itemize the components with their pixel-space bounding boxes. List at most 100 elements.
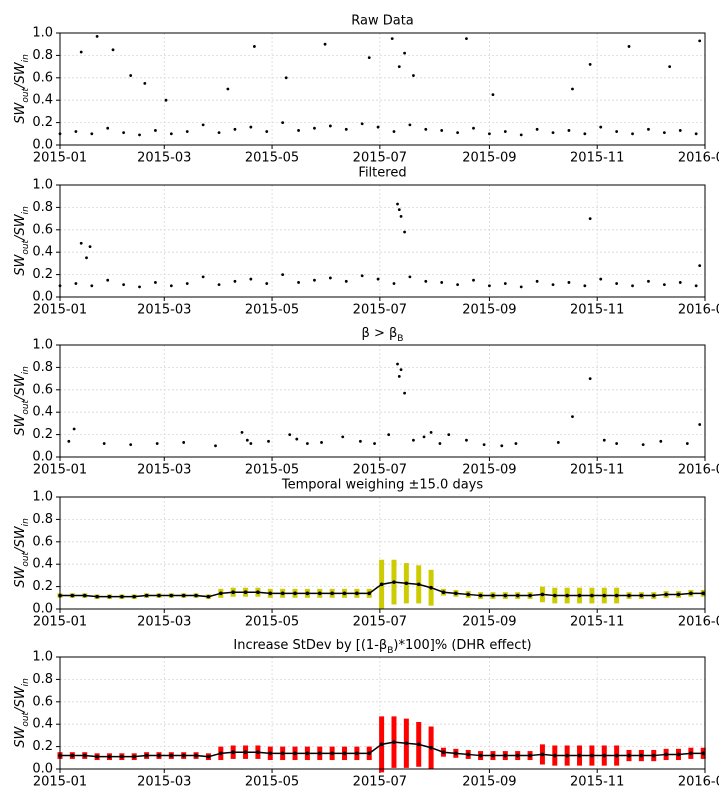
y-tick-label: 1.0 [32,650,53,665]
point [698,264,702,268]
point [295,437,299,441]
point [392,282,396,285]
point [249,442,253,445]
mean-marker [701,591,706,596]
point [514,442,518,445]
point [641,443,645,447]
y-tick-label: 0.6 [32,694,53,709]
ylabel-part: SW [13,566,28,588]
mean-marker [491,593,495,598]
point [344,279,348,283]
plot-frame [59,184,706,298]
title-part: )*100]% (DHR effect) [393,638,531,653]
point [519,285,523,289]
panel-title: Filtered [358,166,406,181]
point [615,282,619,285]
ylabel-sub: in [21,206,31,215]
x-tick-label: 2015-11 [570,303,624,318]
point [503,130,507,133]
mean-marker [540,752,545,757]
point [328,124,332,128]
mean-marker [144,753,149,758]
point [440,281,444,284]
mean-marker [243,590,248,594]
point [465,37,468,40]
y-tick-label: 0.8 [32,200,53,215]
point [106,126,110,130]
y-tick-label: 0.0 [32,290,53,305]
mean-marker [268,591,273,596]
x-tick-label: 2015-11 [570,463,624,478]
point [288,433,292,436]
ylabel-sub: out [21,399,31,414]
point [217,283,221,287]
mean-marker [454,591,458,596]
mean-marker [367,751,372,756]
point [129,74,133,77]
point [185,282,189,285]
mean-marker [664,592,668,597]
y-axis-label: SWout/SWin [13,366,31,436]
mean-marker [132,754,137,759]
point [456,131,460,135]
point [226,87,230,91]
y-tick-label: 0.6 [32,382,53,397]
point [396,362,399,366]
mean-marker [689,751,693,756]
point [412,74,415,77]
mean-marker [243,750,248,754]
mean-marker [206,754,211,759]
point [214,444,217,448]
mean-marker [379,742,384,747]
ylabel-part: /SW [13,685,28,713]
y-axis-label: SWout/SWin [13,54,31,124]
point [252,45,256,48]
mean-marker [565,753,569,758]
point [67,439,71,443]
x-tick-label: 2015-11 [570,151,624,166]
panel: 0.0 0.2 0.4 0.6 0.8 1.0 2015-01 2015-03 2015-05 2… [13,14,719,166]
point [698,39,702,43]
mean-marker [676,752,681,757]
point [359,439,362,443]
title-sub: B [387,646,393,656]
point [583,132,587,136]
point [438,442,442,445]
mean-marker [95,594,99,599]
y-tick-label: 0.2 [32,579,53,594]
y-tick-label: 0.4 [32,245,53,260]
panel: 0.0 0.2 0.4 0.6 0.8 1.0 2015-01 2015-03 2015-05 2… [13,166,719,318]
point [397,374,401,378]
point [698,423,702,426]
y-tick-label: 0.0 [32,762,53,777]
point [111,48,115,52]
point [456,283,460,287]
y-tick-label: 0.4 [32,405,53,420]
y-tick-label: 0.4 [32,557,53,572]
x-tick-label: 2016-01 [678,775,719,789]
mean-marker [503,753,508,758]
point [373,442,376,445]
x-tick-label: 2015-01 [33,463,87,478]
point [408,123,412,127]
point [685,442,689,445]
point [249,125,253,129]
y-tick-label: 0.6 [32,534,53,549]
point [72,427,76,431]
point [297,129,300,132]
mean-marker [491,753,495,758]
mean-marker [256,750,260,754]
point [138,133,141,137]
mean-marker [503,593,508,598]
panel: 0.0 0.2 0.4 0.6 0.8 1.0 2015-01 2015-03 2015-05 2… [13,638,719,789]
point [102,442,106,445]
mean-marker [565,593,569,598]
y-axis-label: SWout/SWin [13,678,31,748]
panel-title: Increase StDev by [(1-βB)*100]% (DHR eff… [233,638,531,656]
point [323,42,327,46]
point [387,433,391,436]
point [305,442,309,445]
point [85,256,88,260]
point [169,284,173,288]
